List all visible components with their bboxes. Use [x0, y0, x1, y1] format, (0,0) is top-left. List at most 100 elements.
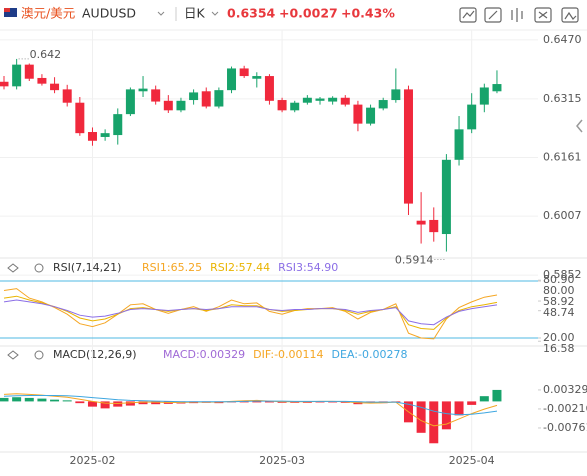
candle-body: [441, 159, 451, 235]
candle-body: [24, 64, 34, 79]
macd-bar: [492, 389, 502, 402]
candle-body: [429, 219, 439, 233]
y-tick-label: 0.6007: [543, 209, 582, 222]
visibility-icon[interactable]: [7, 350, 19, 360]
candle-body: [50, 83, 60, 91]
candle-body: [100, 133, 110, 137]
draw-icon: [488, 10, 498, 20]
candle-body: [391, 89, 401, 101]
candle-body: [492, 84, 502, 92]
legend-entry: DIF:-0.00114: [253, 348, 323, 361]
candle-body: [353, 104, 363, 124]
price: 0.6354: [227, 6, 276, 21]
y-tick-label: 58.92: [543, 295, 575, 308]
fullscreen-button[interactable]: [534, 7, 552, 23]
candle-body: [454, 129, 464, 160]
macd-bar: [62, 400, 72, 402]
candle-body: [290, 102, 300, 111]
y-tick-label: 0.00329: [543, 383, 587, 396]
candle-body: [37, 77, 47, 84]
candle-body: [75, 102, 85, 134]
flag-icon-part: [4, 8, 10, 12]
change-pct: +0.43%: [341, 6, 395, 21]
y-tick-label: 80.90: [543, 273, 575, 286]
macd-bar: [479, 396, 489, 402]
fullscreen-icon: [538, 11, 548, 19]
header: 澳元/美元 AUDUSD 日K 0.6354 +0.0027 +0.43%: [4, 6, 579, 23]
legend-entry: MACD:0.00329: [163, 348, 245, 361]
symbol: AUDUSD: [82, 6, 136, 21]
rsi-line: [3, 299, 498, 326]
macd-bar: [429, 401, 439, 444]
dropdown-arrow[interactable]: [211, 11, 219, 16]
candle-body: [214, 90, 224, 107]
settings-icon[interactable]: [34, 350, 44, 360]
rsi-line: [3, 295, 498, 330]
candle-body: [366, 107, 376, 124]
y-tick-label: 48.74: [543, 306, 575, 319]
candle-body: [12, 64, 22, 87]
candle-body: [62, 89, 72, 103]
y-tick-label: -0.00761: [543, 421, 587, 434]
dropdown-arrow[interactable]: [157, 11, 165, 16]
low-label: 0.5914: [395, 254, 434, 267]
y-tick-label: -0.00216: [543, 402, 587, 415]
y-tick-label: 80.00: [543, 284, 575, 297]
candle-body: [189, 92, 199, 101]
macd-bar: [87, 401, 97, 407]
settings-icon: [564, 11, 577, 20]
legend-entry: RSI2:57.44: [210, 261, 270, 274]
candle-body: [403, 89, 413, 204]
change: +0.0027: [279, 6, 338, 21]
y-tick-label: 0.5852: [543, 268, 582, 281]
macd-bar: [100, 401, 110, 409]
candle-body: [277, 100, 287, 111]
candle-body: [315, 98, 325, 101]
candle-body: [163, 100, 173, 111]
draw-button[interactable]: [484, 7, 502, 23]
candle-style-button[interactable]: [511, 8, 523, 22]
candle-body: [467, 104, 477, 130]
candle-body: [125, 89, 135, 115]
candle-body: [302, 97, 312, 103]
legend-entry: RSI1:65.25: [142, 261, 202, 274]
collapse-arrow[interactable]: [576, 119, 583, 133]
macd-bar: [24, 397, 34, 402]
legend-entry: DEA:-0.00278: [332, 348, 408, 361]
x-tick-label: 2025-03: [259, 454, 305, 467]
candle-body: [340, 97, 350, 105]
macd-bar: [315, 401, 325, 403]
candle-body: [151, 89, 161, 102]
y-tick-label: 16.58: [543, 342, 575, 355]
macd-bar: [239, 401, 249, 403]
macd-title: MACD(12,26,9): [53, 348, 137, 361]
macd-bar: [37, 398, 47, 402]
macd-bar: [467, 401, 477, 405]
settings-icon[interactable]: [34, 263, 44, 273]
flag-icon: [4, 8, 17, 17]
candle-body: [0, 81, 9, 87]
candle-body: [328, 97, 338, 102]
macd-bar: [416, 401, 426, 433]
indicator-icon: [462, 10, 475, 19]
macd-bar: [50, 399, 60, 402]
macd-bar: [328, 401, 338, 403]
indicator-button[interactable]: [459, 7, 477, 23]
high-label: 0.642: [30, 48, 62, 61]
y-tick-label: 0.6315: [543, 92, 582, 105]
pair-name[interactable]: 澳元/美元: [21, 6, 75, 21]
macd-bar: [441, 401, 451, 430]
visibility-icon[interactable]: [7, 263, 19, 273]
rsi-line: [3, 288, 498, 340]
settings-button[interactable]: [561, 7, 579, 23]
x-tick-label: 2025-02: [69, 454, 115, 467]
candle-body: [87, 132, 97, 141]
macd-bar: [151, 401, 161, 405]
candle-body: [227, 68, 237, 91]
candle-body: [264, 76, 274, 101]
candle-body: [239, 68, 249, 77]
macd-bar: [138, 401, 148, 405]
candle-body: [252, 76, 262, 79]
period[interactable]: 日K: [184, 6, 206, 21]
